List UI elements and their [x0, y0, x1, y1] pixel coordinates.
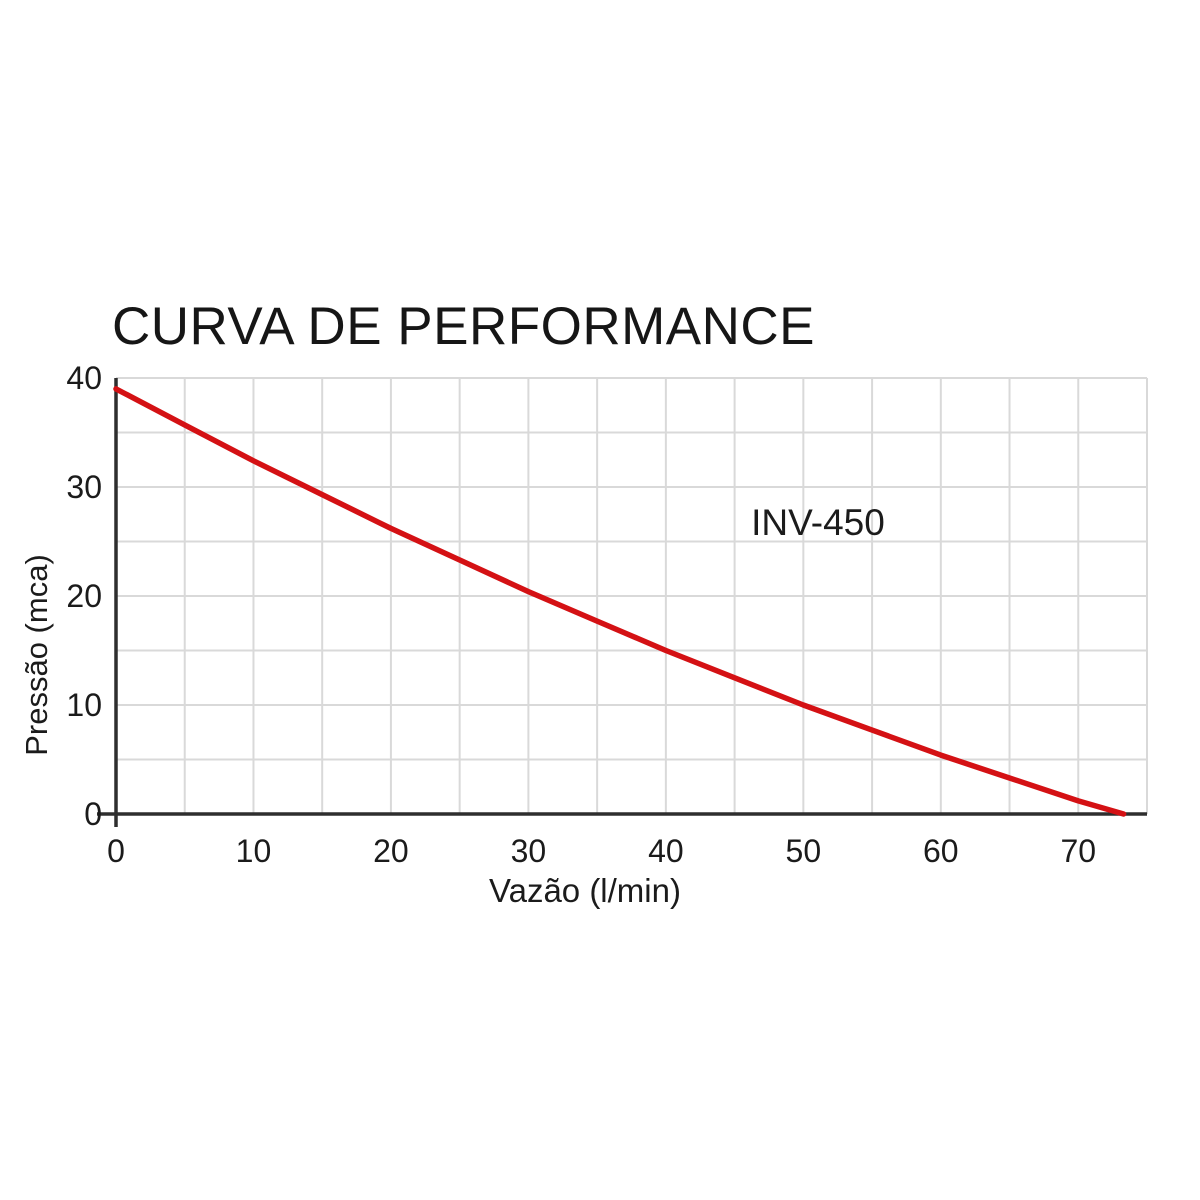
x-tick-label: 20	[373, 833, 409, 869]
y-tick-label: 30	[66, 469, 102, 505]
y-axis-title: Pressão (mca)	[19, 554, 54, 756]
y-tick-label: 10	[66, 687, 102, 723]
x-tick-label: 40	[648, 833, 684, 869]
x-tick-label: 30	[511, 833, 547, 869]
x-tick-label: 60	[923, 833, 959, 869]
y-tick-label: 20	[66, 578, 102, 614]
x-tick-label: 0	[107, 833, 125, 869]
x-tick-label: 10	[236, 833, 272, 869]
y-tick-label: 40	[66, 360, 102, 396]
x-tick-label: 50	[786, 833, 822, 869]
series-annotation: INV-450	[751, 502, 885, 543]
x-axis-title: Vazão (l/min)	[489, 872, 681, 909]
y-tick-label: 0	[84, 796, 102, 832]
x-tick-label: 70	[1060, 833, 1096, 869]
chart-title: CURVA DE PERFORMANCE	[112, 297, 816, 356]
performance-curve	[113, 386, 1127, 817]
